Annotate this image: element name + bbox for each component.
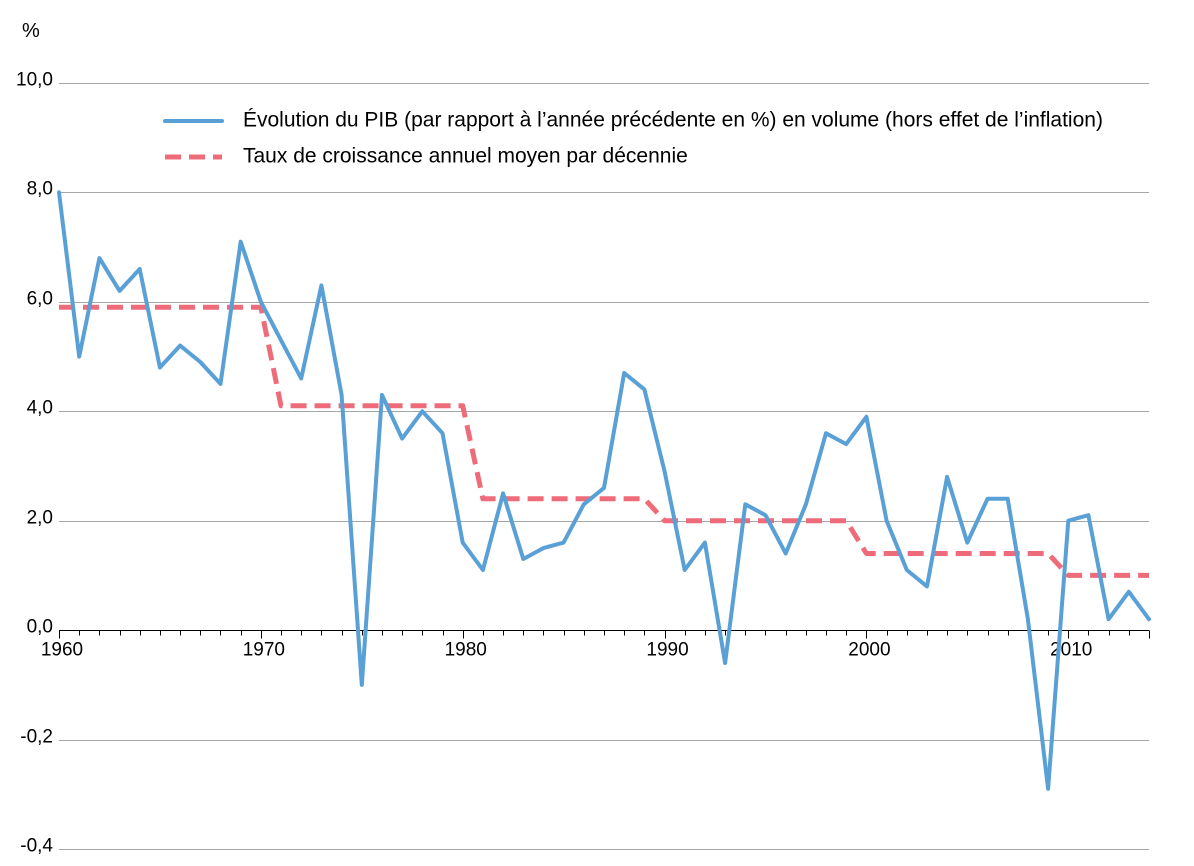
legend-label-gdp: Évolution du PIB (par rapport à l’année … [243, 109, 1103, 132]
x-tick-label: 1960 [41, 640, 83, 661]
x-tick-label: 2000 [848, 640, 890, 661]
y-tick-label: 0,0 [27, 617, 53, 638]
x-tick-label: 1980 [445, 640, 487, 661]
y-axis-unit-label: % [22, 20, 40, 42]
series-lines [57, 190, 1151, 791]
y-tick-label: -0,2 [20, 727, 53, 748]
x-tick-label: 1970 [243, 640, 285, 661]
legend: Évolution du PIB (par rapport à l’année … [163, 109, 1103, 168]
y-tick-label: 10,0 [16, 70, 53, 91]
y-tick-label: 6,0 [27, 289, 53, 310]
y-axis-tick-labels: 10,0 8,0 6,0 4,0 2,0 0,0 -0,2 -0,4 [16, 70, 53, 857]
y-tick-label: 2,0 [27, 508, 53, 529]
series-decade-average-line [59, 304, 1149, 578]
series-gdp-line [57, 190, 1151, 791]
y-tick-label: 4,0 [27, 398, 53, 419]
gridlines [59, 83, 1149, 850]
y-tick-label: -0,4 [20, 836, 53, 857]
legend-label-decade-average: Taux de croissance annuel moyen par déce… [243, 145, 688, 168]
x-tick-label: 1990 [646, 640, 688, 661]
y-tick-label: 8,0 [27, 179, 53, 200]
x-axis: 1960 1970 1980 1990 2000 2010 [41, 629, 1150, 661]
